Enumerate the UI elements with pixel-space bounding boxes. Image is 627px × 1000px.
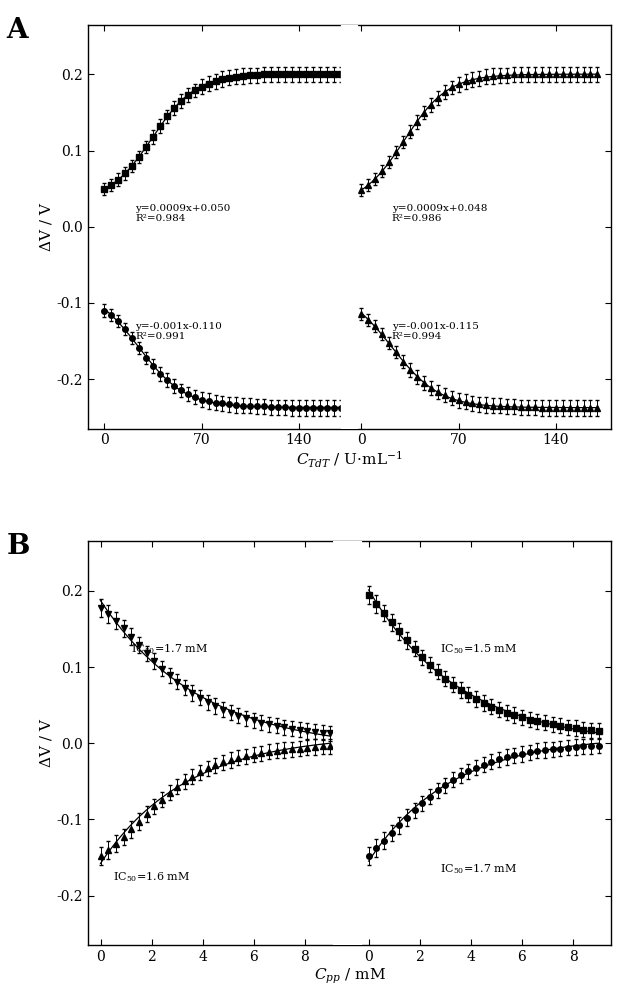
X-axis label: $C_{TdT}$ / U·mL$^{-1}$: $C_{TdT}$ / U·mL$^{-1}$ bbox=[296, 450, 403, 470]
Text: B: B bbox=[7, 533, 30, 560]
Text: IC$_{50}$=1.6 mM: IC$_{50}$=1.6 mM bbox=[113, 870, 191, 884]
Text: IC$_{50}$=1.7 mM: IC$_{50}$=1.7 mM bbox=[440, 863, 517, 876]
Text: y=0.0009x+0.050
R²=0.984: y=0.0009x+0.050 R²=0.984 bbox=[135, 204, 230, 223]
Text: y=0.0009x+0.048
R²=0.986: y=0.0009x+0.048 R²=0.986 bbox=[392, 204, 487, 223]
Y-axis label: ΔV / V: ΔV / V bbox=[40, 203, 53, 251]
Bar bbox=[345, 25, 357, 429]
Text: y=-0.001x-0.110
R²=0.991: y=-0.001x-0.110 R²=0.991 bbox=[135, 322, 222, 341]
Y-axis label: ΔV / V: ΔV / V bbox=[40, 719, 53, 767]
Text: y=-0.001x-0.115
R²=0.994: y=-0.001x-0.115 R²=0.994 bbox=[392, 322, 479, 341]
Bar bbox=[335, 541, 361, 945]
Text: A: A bbox=[7, 17, 28, 44]
X-axis label: $C_{pp}$ / mM: $C_{pp}$ / mM bbox=[314, 967, 386, 986]
Text: IC$_{50}$=1.7 mM: IC$_{50}$=1.7 mM bbox=[131, 642, 208, 656]
Text: IC$_{50}$=1.5 mM: IC$_{50}$=1.5 mM bbox=[440, 642, 517, 656]
